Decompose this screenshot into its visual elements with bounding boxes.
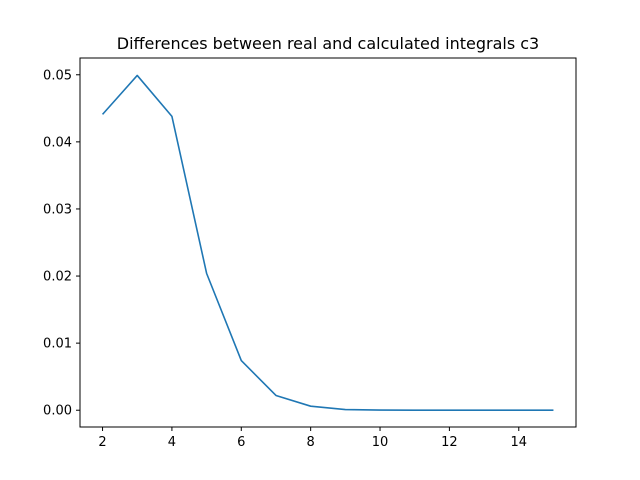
plot-area-frame — [79, 57, 577, 428]
chart-title: Differences between real and calculated … — [117, 34, 539, 53]
x-tick-label: 4 — [168, 435, 176, 450]
x-tick-label: 6 — [237, 435, 245, 450]
y-tick-label: 0.00 — [43, 404, 72, 419]
x-axis: 2 4 6 8 10 12 14 — [98, 427, 527, 450]
x-tick-label: 2 — [98, 435, 106, 450]
y-tick-label: 0.05 — [43, 68, 72, 83]
y-tick-label: 0.01 — [43, 337, 72, 352]
y-tick-label: 0.03 — [43, 202, 72, 217]
x-tick-label: 10 — [372, 435, 389, 450]
series-line-c3 — [101, 74, 554, 412]
y-tick-label: 0.04 — [43, 135, 72, 150]
x-tick-label: 8 — [307, 435, 315, 450]
series-layer — [101, 74, 554, 412]
x-tick-label: 14 — [510, 435, 527, 450]
x-tick-label: 12 — [441, 435, 458, 450]
y-axis: 0.00 0.01 0.02 0.03 0.04 0.05 — [43, 68, 80, 419]
y-tick-label: 0.02 — [43, 270, 72, 285]
